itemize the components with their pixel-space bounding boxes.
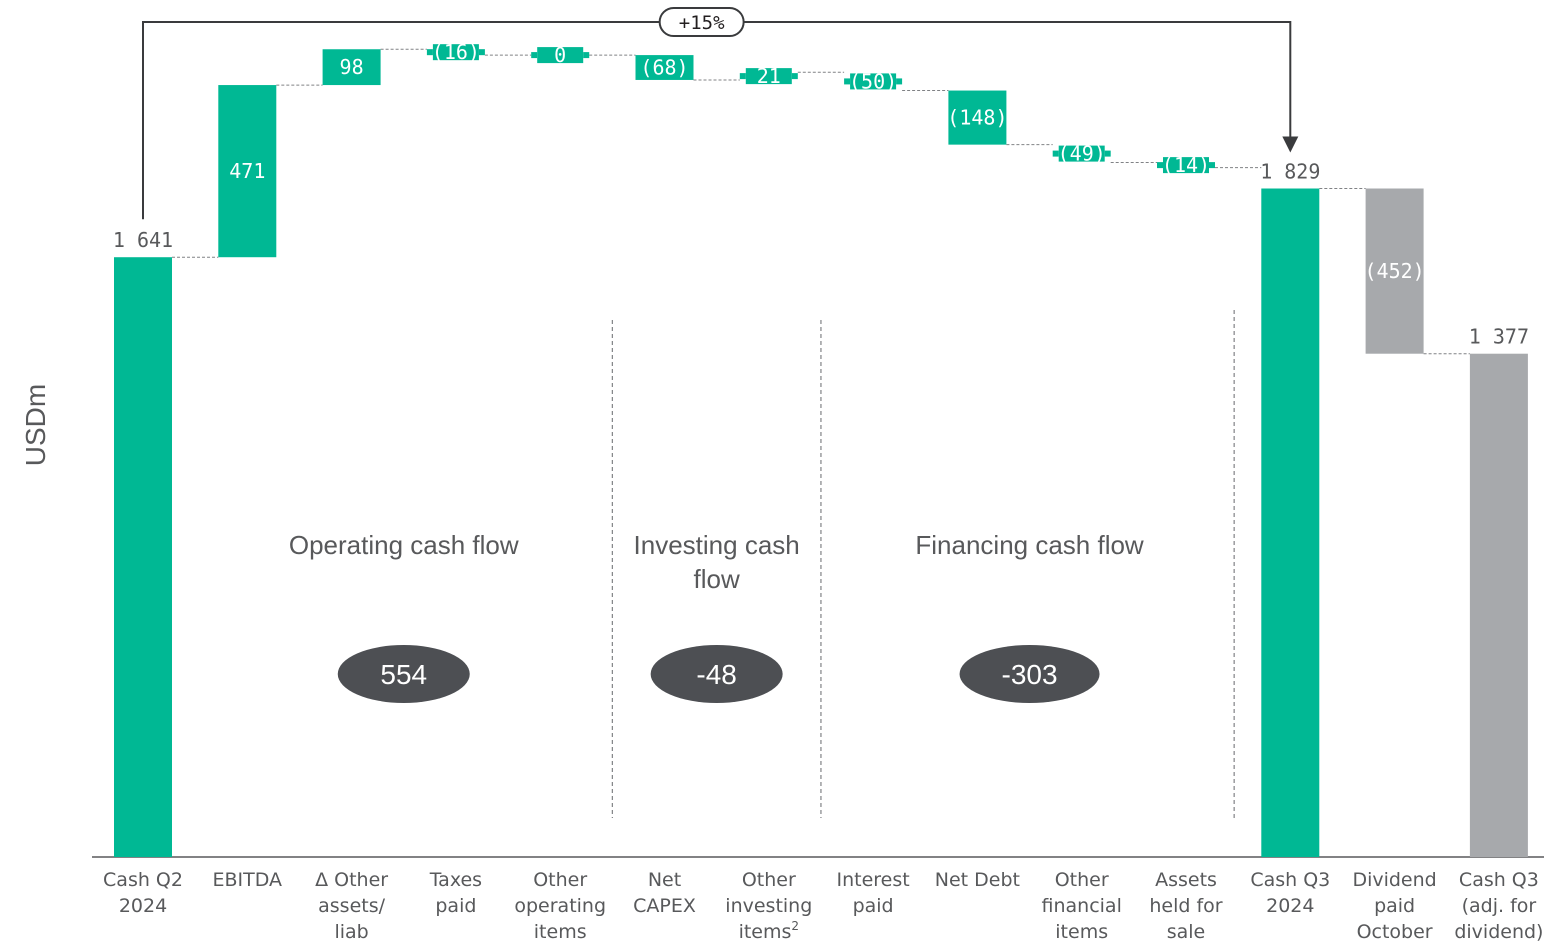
- growth-annotation: +15%: [142, 7, 1299, 220]
- category-label-4: Other operating items: [514, 869, 606, 942]
- bar-5: [635, 55, 694, 80]
- value-label-10: (14): [1162, 153, 1210, 177]
- value-label-0: 1 641: [113, 228, 173, 252]
- bar-8: [948, 90, 1007, 145]
- bar-cap-left-9: [1052, 150, 1059, 157]
- bar-cap-left-10: [1157, 162, 1163, 169]
- bar-cap-right-3: [478, 49, 485, 56]
- waterfall-connectors: [172, 48, 1470, 355]
- category-label-1: EBITDA: [213, 869, 283, 891]
- bar-cap-left-4: [531, 52, 538, 59]
- category-label-12: Dividend paid October: [1352, 869, 1436, 942]
- growth-badge: [658, 7, 745, 37]
- value-label-13: 1 377: [1469, 325, 1529, 349]
- bar-4: [537, 47, 584, 64]
- value-label-4: 0: [554, 43, 566, 67]
- category-label-0: Cash Q2 2024: [103, 869, 183, 917]
- category-label-7: Interest paid: [836, 869, 909, 917]
- section-total-pill-0: [337, 645, 470, 703]
- bar-13: [1469, 353, 1528, 857]
- bar-cap-right-6: [791, 73, 798, 80]
- y-axis-label: USDm: [20, 384, 51, 466]
- category-label-5: Net CAPEX: [633, 869, 696, 917]
- bar-2: [322, 49, 381, 86]
- section-total-pill-2: [959, 645, 1100, 703]
- waterfall-bars: [114, 44, 1528, 858]
- bar-6: [745, 68, 792, 85]
- bar-3: [432, 44, 479, 61]
- growth-arrowhead: [1282, 136, 1299, 153]
- bar-cap-right-7: [896, 78, 903, 85]
- value-label-9: (49): [1058, 142, 1106, 166]
- category-label-9: Other financial items: [1042, 869, 1122, 942]
- bar-cap-right-9: [1104, 150, 1111, 157]
- value-label-5: (68): [640, 56, 688, 80]
- section-total-value-2: -303: [1002, 659, 1058, 690]
- value-label-11: 1 829: [1260, 160, 1320, 184]
- bar-10: [1163, 157, 1209, 174]
- section-title-0: Operating cash flow: [289, 530, 519, 560]
- category-label-11: Cash Q3 2024: [1250, 869, 1330, 917]
- bar-11: [1261, 188, 1320, 858]
- section-total-value-1: -48: [696, 659, 736, 690]
- section-title-1: Investing cash flow: [634, 530, 800, 594]
- bar-0: [114, 257, 172, 858]
- bar-cap-left-6: [739, 73, 746, 80]
- category-label-10: Assets held for sale: [1149, 869, 1222, 942]
- value-label-8: (148): [947, 106, 1007, 130]
- bar-7: [850, 73, 897, 90]
- bar-1: [218, 85, 277, 258]
- bar-value-labels: 1 641 471 98 (16) 0 (68) 21 (50) (148) (49) (14) 1 …: [113, 40, 1529, 349]
- section-title-2: Financing cash flow: [915, 530, 1144, 560]
- value-label-6: 21: [757, 64, 781, 88]
- category-label-13: Cash Q3 (adj. for dividend): [1454, 869, 1543, 942]
- category-label-2: Δ Other assets/liab: [315, 869, 388, 942]
- section-annotations: Operating cash flow 554 Investing cash flow…: [289, 530, 1144, 703]
- bar-cap-right-10: [1209, 162, 1215, 169]
- value-label-2: 98: [340, 55, 364, 79]
- bar-9: [1058, 145, 1105, 162]
- section-dividers: [611, 310, 1235, 818]
- section-total-pill-1: [650, 645, 783, 703]
- value-label-3: (16): [432, 40, 480, 64]
- category-label-8: Net Debt: [935, 869, 1020, 891]
- bar-cap-left-7: [844, 78, 851, 85]
- category-label-6: Other investing items2: [725, 869, 812, 942]
- category-label-3: Taxes paid: [429, 869, 482, 917]
- bar-cap-left-3: [426, 49, 433, 56]
- growth-arrow-line: [142, 21, 1292, 220]
- value-label-12: (452): [1364, 259, 1424, 283]
- growth-badge-label: +15%: [679, 12, 725, 34]
- value-label-1: 471: [229, 159, 265, 183]
- bar-cap-right-4: [583, 52, 590, 59]
- bar-12: [1365, 188, 1424, 354]
- section-total-value-0: 554: [380, 659, 427, 690]
- value-label-7: (50): [849, 69, 897, 93]
- category-labels: Cash Q2 2024 EBITDA Δ Other assets/liab Taxes…: [103, 869, 1543, 942]
